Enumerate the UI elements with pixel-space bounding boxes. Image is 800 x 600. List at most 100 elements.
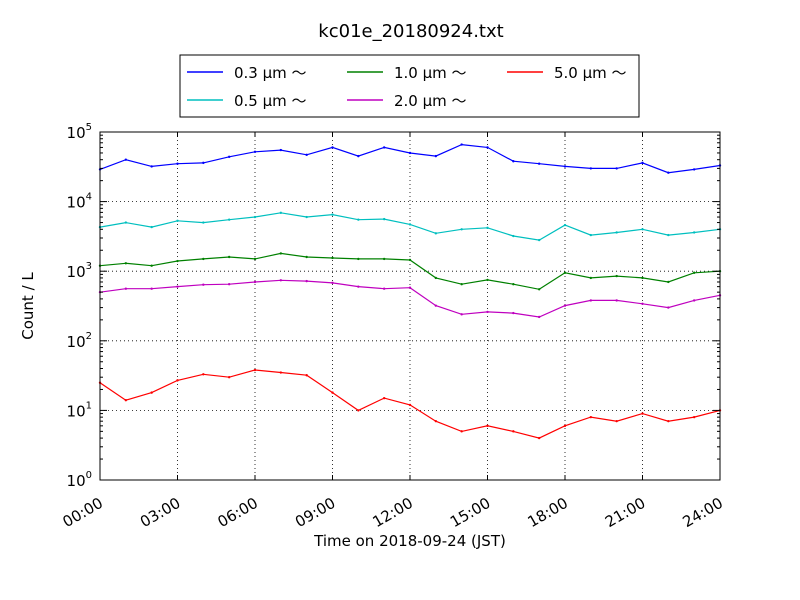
data-point — [357, 218, 360, 221]
data-point — [563, 223, 567, 227]
data-point — [279, 252, 283, 255]
data-point — [150, 287, 153, 290]
data-point — [150, 391, 153, 394]
data-point — [408, 286, 412, 289]
data-point — [537, 288, 541, 291]
data-point — [253, 150, 257, 153]
data-point — [512, 311, 515, 315]
data-point — [692, 299, 696, 302]
data-point — [408, 258, 412, 262]
data-point — [202, 161, 205, 165]
data-point — [537, 238, 541, 242]
series-2 — [98, 252, 722, 291]
data-point — [641, 276, 644, 280]
data-point — [331, 146, 334, 149]
data-point — [434, 154, 438, 158]
data-point — [305, 153, 308, 157]
data-point — [460, 430, 463, 433]
data-point — [124, 262, 128, 265]
data-point — [563, 304, 567, 307]
x-tick-label: 21:00 — [602, 494, 648, 531]
legend-box — [179, 54, 640, 118]
data-point — [382, 257, 386, 261]
data-point — [667, 233, 670, 237]
series-line-3 — [99, 279, 721, 318]
data-point — [253, 280, 257, 284]
data-point — [589, 299, 593, 302]
data-point — [434, 419, 438, 423]
data-point — [537, 315, 541, 319]
data-point — [150, 264, 153, 267]
legend-label: 5.0 μm ～ — [554, 64, 627, 82]
y-tick-label: 100 — [67, 470, 92, 490]
data-point — [408, 403, 412, 407]
data-point — [460, 313, 463, 316]
data-point — [589, 167, 593, 170]
data-point — [176, 285, 179, 288]
data-point — [305, 279, 308, 283]
data-point — [589, 233, 593, 237]
data-point — [460, 283, 463, 286]
y-tick-label: 102 — [67, 331, 92, 351]
data-point — [202, 221, 205, 224]
data-point — [589, 276, 593, 280]
data-point — [615, 299, 618, 302]
data-point — [512, 283, 515, 286]
data-point — [486, 424, 489, 428]
data-point — [434, 232, 438, 235]
data-point — [615, 231, 618, 234]
x-axis-title: Time on 2018-09-24 (JST) — [313, 532, 506, 550]
data-point — [460, 143, 463, 146]
x-tick-label: 06:00 — [215, 494, 261, 531]
data-point — [667, 306, 670, 309]
data-point — [305, 215, 308, 219]
y-tick-labels: 100 101 102 103 104 105 — [67, 122, 92, 490]
data-point — [382, 146, 386, 149]
data-point — [331, 391, 334, 394]
data-point — [202, 373, 205, 376]
data-point — [486, 226, 489, 230]
data-point — [408, 151, 412, 155]
data-point — [227, 255, 231, 259]
data-point — [512, 430, 515, 433]
x-tick-label: 12:00 — [370, 494, 416, 531]
data-point — [279, 211, 283, 215]
data-point — [692, 415, 696, 419]
data-point — [331, 213, 334, 216]
data-point — [434, 304, 438, 307]
data-point — [305, 255, 308, 259]
data-point — [512, 160, 515, 163]
data-point — [537, 436, 541, 440]
data-point — [692, 168, 696, 171]
data-point — [382, 217, 386, 221]
data-point — [253, 215, 257, 219]
data-point — [667, 171, 670, 174]
grid — [100, 132, 720, 480]
data-point — [563, 165, 567, 168]
data-point — [176, 379, 179, 382]
data-point — [563, 424, 567, 428]
x-tick-label: 09:00 — [292, 494, 338, 531]
data-point — [227, 283, 231, 286]
data-point — [331, 256, 334, 260]
data-point — [667, 280, 670, 284]
data-point — [279, 148, 283, 152]
data-point — [150, 165, 153, 168]
data-point — [176, 259, 179, 263]
data-point — [176, 162, 179, 165]
data-point — [615, 274, 618, 278]
x-tick-label: 18:00 — [525, 494, 571, 531]
data-point — [537, 162, 541, 165]
data-point — [202, 283, 205, 286]
data-point — [460, 228, 463, 231]
data-point — [357, 257, 360, 261]
legend-label: 1.0 μm ～ — [394, 64, 467, 82]
x-tick-labels: 00:00 03:00 06:00 09:00 12:00 15:00 18:00 21:00… — [60, 494, 726, 531]
data-point — [382, 287, 386, 290]
data-point — [641, 302, 644, 306]
data-point — [615, 419, 618, 423]
data-point — [227, 218, 231, 221]
series-0 — [98, 143, 722, 174]
data-point — [357, 409, 360, 412]
